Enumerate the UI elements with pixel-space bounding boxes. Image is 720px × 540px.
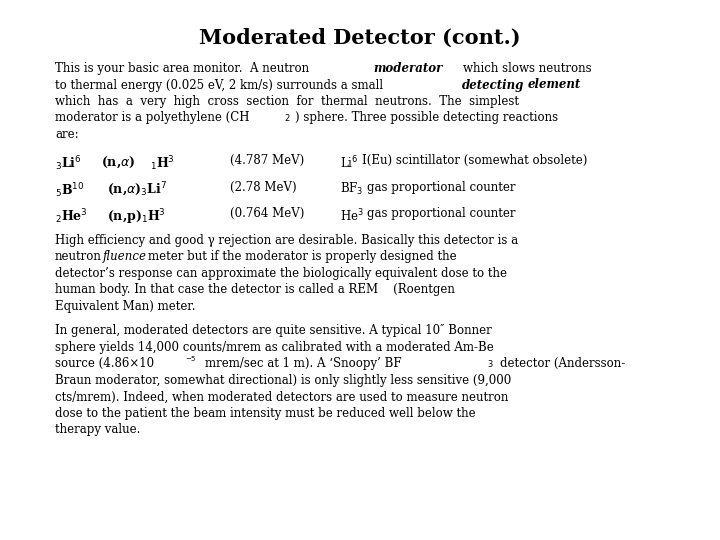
Text: $_2$: $_2$: [284, 111, 291, 125]
Text: I(Eu) scintillator (somewhat obsolete): I(Eu) scintillator (somewhat obsolete): [362, 154, 588, 167]
Text: to thermal energy (0.025 eV, 2 km/s) surrounds a small: to thermal energy (0.025 eV, 2 km/s) sur…: [55, 78, 383, 91]
Text: He$^3$: He$^3$: [340, 207, 364, 224]
Text: $^{-5}$: $^{-5}$: [185, 357, 197, 366]
Text: Braun moderator, somewhat directional) is only slightly less sensitive (9,000: Braun moderator, somewhat directional) i…: [55, 374, 511, 387]
Text: meter but if the moderator is properly designed the: meter but if the moderator is properly d…: [148, 250, 456, 263]
Text: detecting: detecting: [462, 78, 524, 91]
Text: $_1$H$^3$: $_1$H$^3$: [150, 154, 175, 173]
Text: moderator: moderator: [373, 62, 442, 75]
Text: ) sphere. Three possible detecting reactions: ) sphere. Three possible detecting react…: [295, 111, 558, 125]
Text: mrem/sec at 1 m). A ‘Snoopy’ BF: mrem/sec at 1 m). A ‘Snoopy’ BF: [205, 357, 402, 370]
Text: gas proportional counter: gas proportional counter: [367, 181, 516, 194]
Text: (n,p)$_1$H$^3$: (n,p)$_1$H$^3$: [107, 207, 166, 227]
Text: (0.764 MeV): (0.764 MeV): [230, 207, 305, 220]
Text: sphere yields 14,000 counts/mrem as calibrated with a moderated Am-Be: sphere yields 14,000 counts/mrem as cali…: [55, 341, 494, 354]
Text: BF$_3$: BF$_3$: [340, 181, 364, 197]
Text: This is your basic area monitor.  A neutron: This is your basic area monitor. A neutr…: [55, 62, 309, 75]
Text: Moderated Detector (cont.): Moderated Detector (cont.): [199, 28, 521, 48]
Text: (n,$\alpha$): (n,$\alpha$): [101, 154, 135, 170]
Text: (n,$\alpha$)$_3$Li$^7$: (n,$\alpha$)$_3$Li$^7$: [107, 181, 167, 199]
Text: which  has  a  very  high  cross  section  for  thermal  neutrons.  The  simples: which has a very high cross section for …: [55, 95, 519, 108]
Text: source (4.86×10: source (4.86×10: [55, 357, 154, 370]
Text: human body. In that case the detector is called a REM    (Roentgen: human body. In that case the detector is…: [55, 283, 455, 296]
Text: therapy value.: therapy value.: [55, 423, 140, 436]
Text: element: element: [528, 78, 581, 91]
Text: neutron: neutron: [55, 250, 102, 263]
Text: detector (Andersson-: detector (Andersson-: [500, 357, 625, 370]
Text: $_2$He$^3$: $_2$He$^3$: [55, 207, 88, 226]
Text: $_3$Li$^6$: $_3$Li$^6$: [55, 154, 81, 173]
Text: (4.787 MeV): (4.787 MeV): [230, 154, 305, 167]
Text: cts/mrem). Indeed, when moderated detectors are used to measure neutron: cts/mrem). Indeed, when moderated detect…: [55, 390, 508, 403]
Text: $_5$B$^{10}$: $_5$B$^{10}$: [55, 181, 84, 199]
Text: High efficiency and good γ rejection are desirable. Basically this detector is a: High efficiency and good γ rejection are…: [55, 234, 518, 247]
Text: Equivalent Man) meter.: Equivalent Man) meter.: [55, 300, 196, 313]
Text: which slows neutrons: which slows neutrons: [463, 62, 592, 75]
Text: $_3$: $_3$: [487, 357, 494, 370]
Text: moderator is a polyethylene (CH: moderator is a polyethylene (CH: [55, 111, 250, 125]
Text: Li$^6$: Li$^6$: [340, 154, 359, 171]
Text: In general, moderated detectors are quite sensitive. A typical 10″ Bonner: In general, moderated detectors are quit…: [55, 325, 492, 338]
Text: gas proportional counter: gas proportional counter: [367, 207, 516, 220]
Text: detector’s response can approximate the biologically equivalent dose to the: detector’s response can approximate the …: [55, 267, 507, 280]
Text: are:: are:: [55, 128, 78, 141]
Text: fluence: fluence: [103, 250, 147, 263]
Text: dose to the patient the beam intensity must be reduced well below the: dose to the patient the beam intensity m…: [55, 407, 476, 420]
Text: (2.78 MeV): (2.78 MeV): [230, 181, 297, 194]
